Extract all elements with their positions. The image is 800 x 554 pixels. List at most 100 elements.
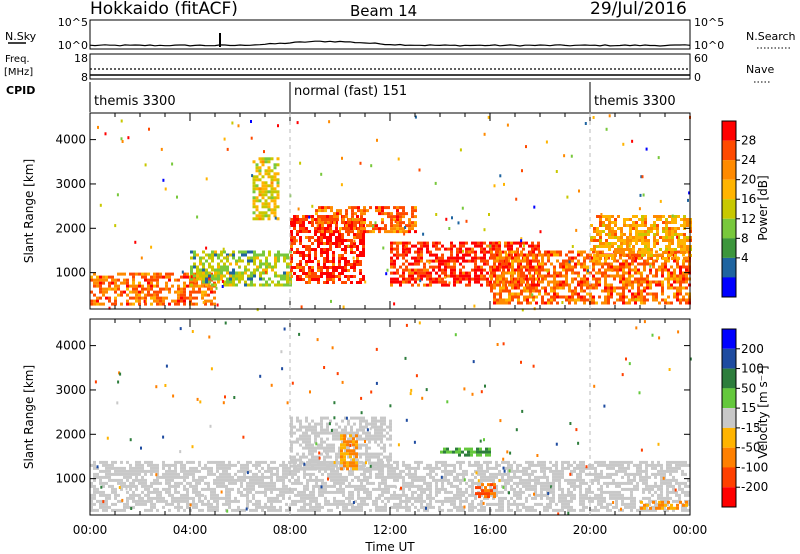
velocity-cell xyxy=(645,481,648,485)
power-cell xyxy=(360,215,363,219)
power-cell xyxy=(305,275,308,278)
velocity-cell xyxy=(474,496,477,500)
power-cell xyxy=(628,280,631,284)
velocity-cell xyxy=(435,460,438,464)
power-cell xyxy=(510,277,513,281)
velocity-cell xyxy=(342,502,345,506)
power-cell xyxy=(662,251,665,254)
velocity-cell xyxy=(135,475,138,479)
power-cell xyxy=(647,227,650,230)
velocity-cell xyxy=(429,493,432,497)
velocity-cell xyxy=(246,490,249,494)
power-scatter-cell xyxy=(259,160,262,164)
velocity-cell xyxy=(225,463,228,467)
power-cell xyxy=(273,208,277,212)
power-scatter-cell xyxy=(216,303,219,307)
velocity-cell xyxy=(561,490,564,494)
power-cell xyxy=(683,233,686,236)
power-cell xyxy=(311,275,314,278)
velocity-cell xyxy=(519,475,522,479)
power-cell xyxy=(677,215,680,218)
power-cell xyxy=(637,298,640,302)
power-cell xyxy=(429,265,432,269)
power-cell xyxy=(583,265,586,269)
velocity-cell xyxy=(120,469,123,473)
power-cell xyxy=(390,241,393,245)
velocity-cell xyxy=(516,484,519,488)
velocity-cell xyxy=(183,487,186,491)
power-cell xyxy=(617,248,620,251)
power-cell xyxy=(390,256,393,260)
power-cell xyxy=(232,277,235,281)
velocity-cell xyxy=(636,472,639,476)
velocity-cell xyxy=(318,505,321,509)
power-cell xyxy=(656,218,659,221)
velocity-cell xyxy=(453,496,456,500)
power-scatter-cell xyxy=(434,181,437,185)
velocity-cell xyxy=(132,469,135,473)
power-cell xyxy=(628,265,631,269)
power-cell xyxy=(562,280,565,284)
velocity-cell xyxy=(618,493,621,497)
power-cell xyxy=(259,274,262,278)
power-cell xyxy=(490,286,493,290)
velocity-cell xyxy=(423,466,426,470)
power-cell xyxy=(196,277,199,281)
power-cell xyxy=(105,296,108,300)
power-cell xyxy=(544,274,547,278)
power-cell xyxy=(652,265,655,269)
velocity-cell xyxy=(144,460,147,464)
power-cell xyxy=(632,224,635,227)
power-cell xyxy=(559,280,562,284)
velocity-cell xyxy=(501,478,504,482)
velocity-cell xyxy=(267,499,270,503)
power-cell xyxy=(402,221,405,225)
power-cell xyxy=(664,298,667,302)
power-cell xyxy=(302,224,305,227)
velocity-cell xyxy=(252,493,255,497)
velocity-cell xyxy=(150,469,153,473)
power-cell xyxy=(628,298,631,302)
velocity-cell xyxy=(603,481,606,485)
power-cell xyxy=(568,268,571,272)
power-cell xyxy=(634,265,637,269)
power-cell xyxy=(685,298,688,302)
power-cell xyxy=(396,250,399,254)
velocity-cell xyxy=(102,475,105,479)
velocity-cell xyxy=(537,460,540,464)
velocity-cell xyxy=(633,463,636,467)
power-cell xyxy=(347,227,350,230)
velocity-cell xyxy=(480,484,483,488)
power-cell xyxy=(262,277,265,281)
power-cell xyxy=(408,274,411,278)
velocity-cell xyxy=(414,478,417,482)
power-cell xyxy=(544,268,547,272)
velocity-cell xyxy=(96,487,99,491)
velocity-cell xyxy=(576,475,579,479)
power-cell xyxy=(111,302,114,306)
power-cell xyxy=(683,248,686,251)
velocity-cell xyxy=(198,499,201,503)
power-cell xyxy=(360,209,363,213)
velocity-cell xyxy=(429,502,432,506)
power-cell xyxy=(366,230,369,234)
velocity-cell xyxy=(333,490,336,494)
power-cell xyxy=(247,256,250,260)
power-cell xyxy=(499,295,502,299)
power-cell xyxy=(604,259,607,263)
power-cell xyxy=(290,260,293,263)
power-cell xyxy=(664,277,667,281)
power-cell xyxy=(517,298,520,302)
power-cell xyxy=(510,247,513,251)
power-cell xyxy=(499,292,502,296)
power-cell xyxy=(535,265,538,269)
power-cell xyxy=(673,274,676,278)
power-cell xyxy=(411,268,414,272)
power-cell xyxy=(477,274,480,278)
power-cell xyxy=(556,295,559,299)
velocity-cell xyxy=(627,505,630,509)
power-cell xyxy=(471,250,474,254)
power-cell xyxy=(252,211,256,215)
velocity-cell xyxy=(279,490,282,494)
power-cell xyxy=(614,251,617,254)
